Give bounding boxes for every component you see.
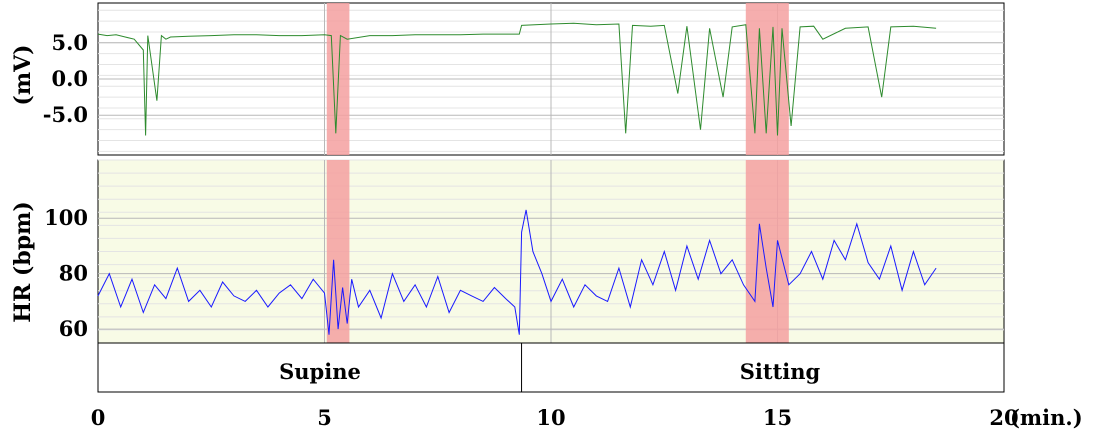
ecg-y-tick-label: -5.0 [43, 102, 88, 127]
ecg-grid [98, 3, 1004, 155]
x-tick-label: 0 [91, 405, 106, 430]
hr-series-line [97, 209, 937, 335]
posture-band-frame [97, 342, 1005, 393]
posture-label-sitting: Sitting [740, 359, 821, 384]
x-tick-label: 5 [317, 405, 332, 430]
hr-y-tick-label: 100 [44, 205, 88, 230]
hr-highlight-band [745, 160, 789, 343]
ecg-panel: 5.0 0.0 -5.0 (mV) [10, 2, 1005, 156]
hr-y-tick-label: 60 [59, 316, 88, 341]
ecg-y-tick-label: 0.0 [51, 66, 88, 91]
hr-y-ticks: 100 80 60 [44, 205, 88, 341]
hr-panel: 100 80 60 HR (bpm) [10, 159, 1005, 344]
x-tick-label: 20 [989, 405, 1018, 430]
hr-y-axis-label: HR (bpm) [10, 201, 36, 323]
ecg-y-tick-label: 5.0 [51, 30, 88, 55]
posture-band: Supine Sitting [97, 342, 1005, 393]
ecg-y-ticks: 5.0 0.0 -5.0 [43, 30, 88, 127]
x-axis-ticks: 0 5 10 15 20 [91, 405, 1019, 430]
ecg-highlight-band [745, 3, 789, 155]
posture-label-supine: Supine [279, 359, 361, 384]
x-tick-label: 15 [763, 405, 792, 430]
x-tick-label: 10 [536, 405, 565, 430]
hr-y-tick-label: 80 [59, 261, 88, 286]
ecg-series-line [97, 22, 937, 136]
hr-grid [98, 159, 1004, 344]
x-axis-unit: (min.) [1010, 405, 1083, 430]
ecg-y-axis-label: (mV) [10, 44, 36, 105]
